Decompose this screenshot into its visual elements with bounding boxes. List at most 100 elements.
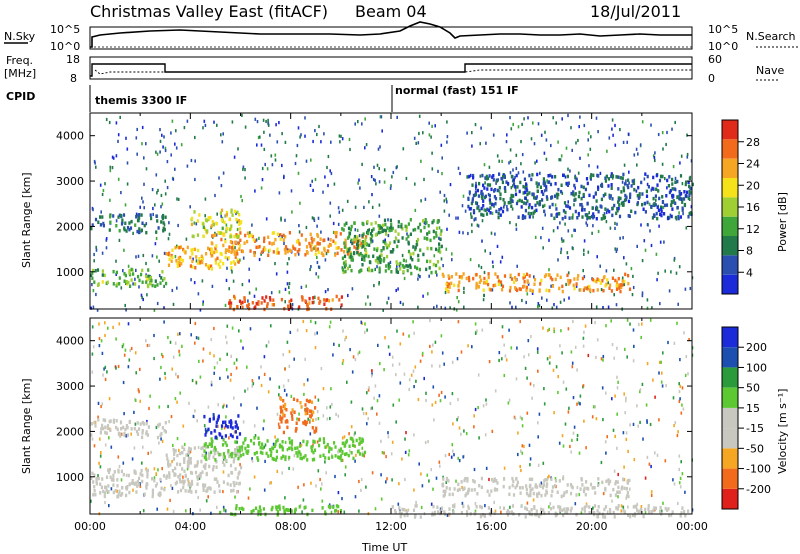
- range-cell: [109, 220, 112, 224]
- range-cell: [513, 280, 516, 285]
- range-cell: [287, 304, 290, 308]
- range-cell: [276, 513, 279, 517]
- speckle-cell: [568, 406, 570, 410]
- range-cell: [447, 274, 450, 278]
- speckle-cell: [339, 140, 341, 144]
- range-cell: [259, 445, 262, 450]
- speckle-cell: [368, 386, 370, 390]
- speckle-cell: [615, 249, 618, 253]
- speckle-cell: [251, 379, 254, 383]
- speckle-cell: [679, 485, 682, 489]
- range-cell: [207, 266, 211, 271]
- range-cell: [314, 245, 317, 249]
- range-cell: [138, 278, 141, 283]
- speckle-cell: [109, 165, 112, 169]
- speckle-cell: [364, 330, 366, 334]
- range-cell: [310, 409, 313, 414]
- speckle-cell: [396, 115, 398, 119]
- range-cell: [230, 234, 233, 239]
- speckle-cell: [444, 454, 447, 458]
- range-cell: [161, 270, 164, 274]
- range-cell: [290, 411, 293, 415]
- speckle-cell: [174, 341, 177, 345]
- range-cell: [688, 184, 691, 189]
- range-cell: [204, 263, 208, 267]
- speckle-cell: [681, 403, 683, 407]
- speckle-cell: [330, 171, 333, 176]
- speckle-cell: [378, 281, 380, 285]
- speckle-cell: [145, 261, 147, 266]
- range-cell: [572, 192, 575, 197]
- speckle-cell: [483, 293, 485, 298]
- speckle-cell: [501, 357, 503, 361]
- range-cell: [305, 442, 308, 447]
- range-cell: [94, 217, 98, 222]
- speckle-cell: [527, 116, 529, 120]
- range-cell: [585, 213, 588, 218]
- range-cell: [271, 456, 274, 461]
- range-cell: [396, 262, 399, 267]
- speckle-cell: [365, 412, 368, 416]
- range-cell: [679, 197, 682, 201]
- speckle-cell: [297, 126, 300, 130]
- range-cell: [117, 470, 120, 474]
- range-cell: [228, 299, 232, 303]
- range-cell: [616, 207, 619, 211]
- speckle-cell: [659, 240, 662, 244]
- range-cell: [452, 510, 455, 514]
- range-cell: [358, 270, 361, 274]
- range-cell: [177, 245, 180, 249]
- speckle-cell: [410, 373, 413, 377]
- range-cell: [356, 246, 359, 250]
- range-cell: [246, 239, 249, 244]
- range-cell: [140, 228, 143, 232]
- speckle-cell: [285, 393, 288, 397]
- speckle-cell: [562, 239, 565, 243]
- colorbar-swatch: [722, 387, 738, 408]
- speckle-cell: [571, 148, 573, 152]
- range-cell: [374, 259, 377, 263]
- range-cell: [283, 406, 286, 411]
- range-cell: [570, 484, 573, 489]
- range-cell: [306, 251, 309, 255]
- range-cell: [364, 237, 367, 241]
- range-cell: [622, 201, 625, 205]
- range-cell: [215, 424, 218, 428]
- range-cell: [404, 224, 407, 229]
- range-cell: [234, 425, 237, 429]
- speckle-cell: [533, 275, 535, 279]
- range-cell: [401, 263, 404, 268]
- range-cell: [521, 214, 525, 218]
- range-cell: [687, 180, 690, 185]
- speckle-cell: [625, 431, 628, 435]
- range-cell: [141, 221, 144, 225]
- range-cell: [368, 243, 371, 247]
- range-cell: [625, 195, 628, 199]
- range-cell: [147, 274, 150, 279]
- speckle-cell: [371, 369, 373, 373]
- range-cell: [266, 304, 269, 308]
- speckle-cell: [621, 180, 624, 184]
- speckle-cell: [305, 284, 307, 288]
- range-cell: [581, 276, 584, 281]
- range-cell: [345, 439, 349, 443]
- range-cell: [90, 476, 93, 480]
- range-cell: [220, 424, 224, 428]
- range-cell: [448, 487, 451, 491]
- speckle-cell: [632, 274, 634, 278]
- speckle-cell: [127, 322, 130, 326]
- speckle-cell: [341, 436, 344, 440]
- speckle-cell: [314, 395, 317, 399]
- speckle-cell: [431, 364, 433, 368]
- range-cell: [93, 489, 96, 493]
- range-cell: [360, 241, 363, 246]
- range-cell: [440, 508, 443, 513]
- range-cell: [130, 267, 133, 272]
- speckle-cell: [474, 509, 477, 513]
- speckle-cell: [547, 476, 549, 480]
- speckle-cell: [554, 477, 557, 481]
- range-cell: [311, 418, 315, 422]
- range-cell: [303, 421, 306, 426]
- range-cell: [285, 247, 288, 251]
- range-cell: [623, 279, 626, 284]
